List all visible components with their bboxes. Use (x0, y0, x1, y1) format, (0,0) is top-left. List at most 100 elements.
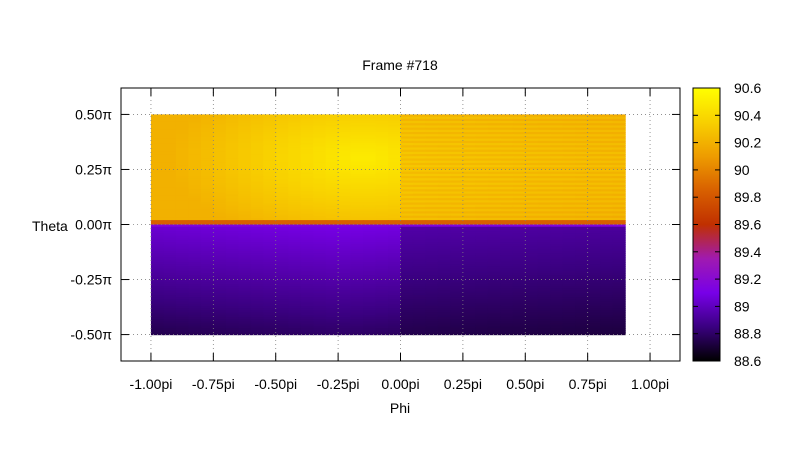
heatmap-cell (537, 290, 551, 294)
heatmap-cell (462, 288, 476, 292)
heatmap-cell (313, 228, 327, 232)
heatmap-cell (175, 145, 189, 149)
heatmap-cell (537, 140, 551, 144)
heatmap-cell (363, 200, 377, 204)
heatmap-cell (450, 323, 464, 327)
heatmap-cell (288, 151, 302, 155)
heatmap-cell (412, 277, 427, 281)
heatmap-cell (475, 209, 489, 212)
heatmap-cell (562, 180, 576, 184)
heatmap-cell (200, 167, 214, 171)
heatmap-cell (400, 226, 414, 230)
heatmap-cell (512, 195, 526, 199)
heatmap-cell (363, 237, 377, 241)
heatmap-cell (175, 259, 189, 263)
heatmap-cell (375, 283, 389, 287)
heatmap-cell (575, 160, 589, 164)
heatmap-cell (238, 211, 252, 215)
heatmap-cell (575, 202, 589, 206)
heatmap-cell (275, 198, 289, 201)
heatmap-cell (437, 327, 452, 331)
heatmap-cell (575, 209, 589, 212)
heatmap-cell (462, 215, 476, 219)
heatmap-cell (575, 319, 589, 322)
heatmap-cell (575, 279, 589, 283)
heatmap-cell (575, 193, 589, 197)
heatmap-cell (562, 294, 576, 298)
heatmap-cell (363, 213, 377, 217)
heatmap-cell (500, 171, 514, 175)
heatmap-cell (525, 325, 539, 329)
heatmap-cell (300, 222, 314, 226)
heatmap-cell (487, 217, 501, 221)
heatmap-cell (288, 171, 302, 175)
heatmap-cell (450, 239, 464, 243)
heatmap-cell (275, 237, 289, 241)
heatmap-cell (325, 217, 339, 221)
heatmap-cell (338, 330, 352, 333)
heatmap-cell (475, 149, 489, 153)
heatmap-cell (238, 116, 252, 120)
heatmap-cell (225, 202, 239, 206)
heatmap-cell (200, 200, 214, 204)
heatmap-cell (225, 160, 239, 164)
heatmap-cell (175, 156, 189, 160)
heatmap-cell (150, 145, 165, 149)
heatmap-cell (225, 275, 239, 278)
heatmap-cell (200, 277, 214, 281)
heatmap-cell (512, 167, 526, 171)
heatmap-cell (238, 248, 252, 252)
heatmap-cell (450, 125, 464, 129)
heatmap-cell (500, 308, 514, 311)
heatmap-cell (225, 165, 239, 168)
heatmap-cell (325, 310, 339, 314)
heatmap-cell (600, 239, 614, 243)
heatmap-cell (487, 250, 501, 254)
heatmap-cell (487, 281, 501, 285)
heatmap-cell (313, 200, 327, 204)
heatmap-cell (462, 259, 476, 263)
heatmap-cell (388, 118, 402, 122)
heatmap-cell (250, 259, 264, 263)
heatmap-cell (163, 228, 177, 232)
heatmap-cell (325, 235, 339, 239)
heatmap-cell (325, 204, 339, 208)
heatmap-cell (550, 134, 564, 138)
heatmap-cell (500, 176, 514, 179)
heatmap-cell (562, 127, 576, 131)
heatmap-cell (188, 288, 202, 292)
heatmap-cell (325, 261, 339, 265)
heatmap-cell (388, 248, 402, 252)
heatmap-cell (462, 138, 476, 142)
heatmap-cell (587, 224, 601, 228)
heatmap-cell (412, 330, 427, 333)
heatmap-cell (412, 321, 427, 325)
heatmap-cell (437, 310, 452, 314)
heatmap-cell (612, 310, 626, 314)
heatmap-cell (425, 277, 439, 281)
heatmap-cell (200, 264, 214, 267)
heatmap-cell (213, 272, 227, 276)
heatmap-cell (263, 283, 277, 287)
heatmap-cell (313, 261, 327, 265)
heatmap-cell (325, 132, 339, 135)
heatmap-cell (375, 182, 389, 186)
heatmap-cell (300, 171, 314, 175)
heatmap-cell (412, 242, 427, 245)
heatmap-cell (200, 211, 214, 215)
heatmap-cell (600, 310, 614, 314)
heatmap-cell (512, 310, 526, 314)
heatmap-cell (250, 314, 264, 318)
heatmap-cell (562, 246, 576, 250)
heatmap-cell (163, 290, 177, 294)
heatmap-cell (200, 268, 214, 272)
heatmap-cell (487, 231, 501, 234)
heatmap-cell (475, 136, 489, 140)
heatmap-cell (188, 235, 202, 239)
heatmap-cell (575, 235, 589, 239)
heatmap-cell (612, 156, 626, 160)
heatmap-cell (437, 138, 452, 142)
heatmap-cell (288, 204, 302, 208)
heatmap-cell (587, 198, 601, 201)
heatmap-cell (313, 270, 327, 274)
